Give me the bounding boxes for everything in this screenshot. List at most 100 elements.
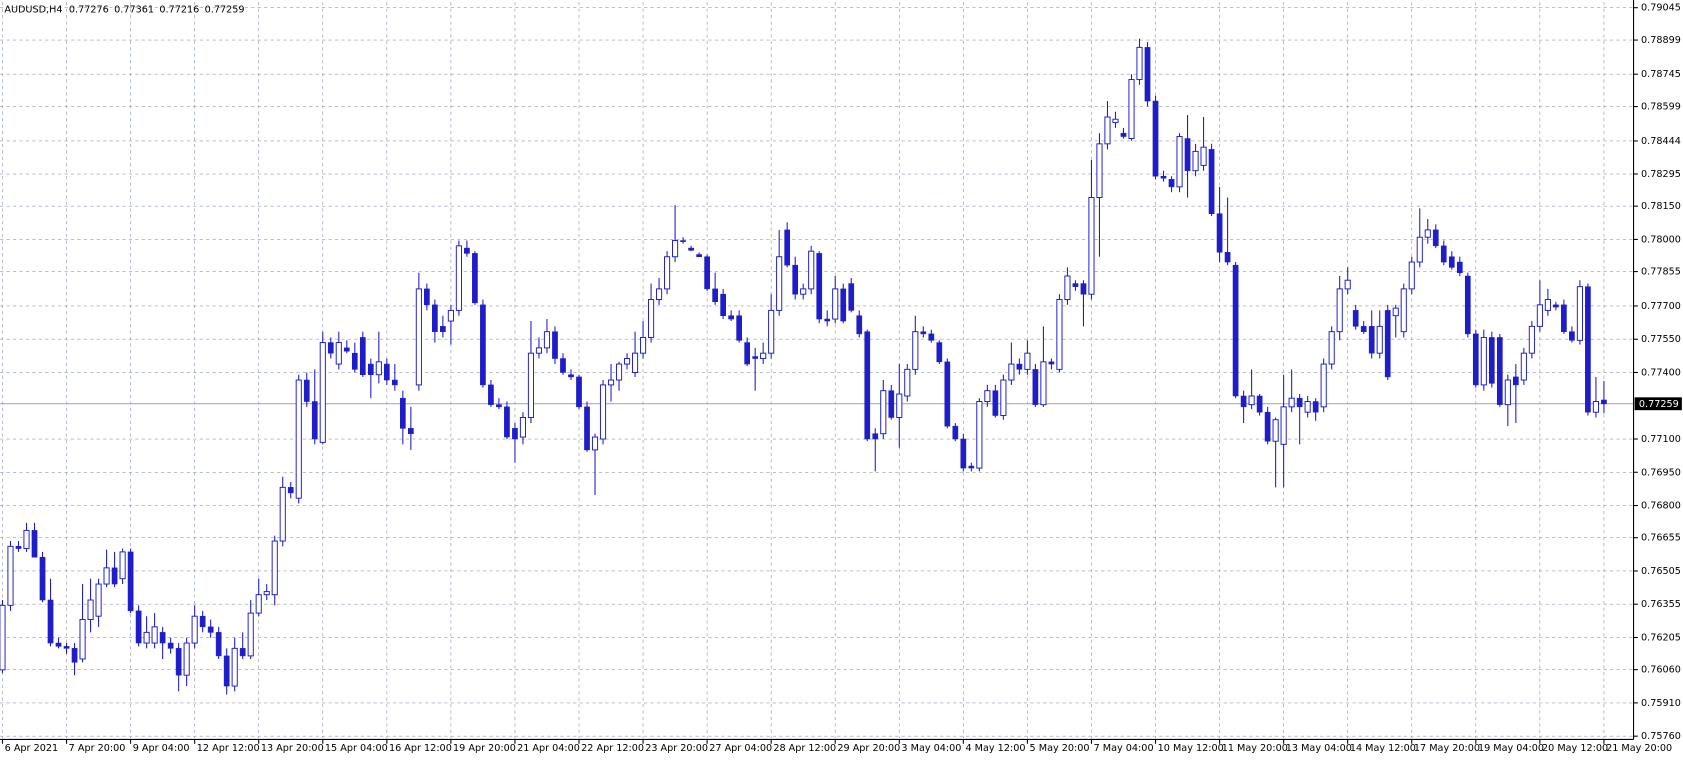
candle-body	[1312, 401, 1319, 413]
candle-body	[832, 288, 839, 320]
candle-body	[640, 336, 647, 354]
x-tick-label: 15 Apr 04:00	[325, 743, 388, 754]
candle-body	[1248, 395, 1255, 406]
candle-body	[391, 379, 398, 386]
x-tick-label: 21 Apr 04:00	[517, 743, 580, 754]
candle-body	[127, 551, 134, 612]
candle-body	[1472, 333, 1479, 386]
candle-body	[183, 642, 190, 676]
x-tick-label: 9 Apr 04:00	[133, 743, 190, 754]
candle-body	[1272, 419, 1279, 442]
candle-body	[1528, 325, 1535, 354]
candle-body	[1513, 376, 1519, 386]
candle-body	[167, 642, 174, 649]
candle-body	[944, 361, 951, 427]
candle-body	[207, 626, 214, 633]
candle-body	[1601, 399, 1607, 405]
candle-body	[1544, 299, 1551, 311]
x-tick-label: 10 May 12:00	[1158, 743, 1224, 754]
candle-body	[1120, 132, 1127, 137]
candle-body	[119, 551, 126, 580]
candle-body	[151, 626, 158, 644]
y-tick-label: 0.76655	[1641, 533, 1681, 544]
candle-body	[239, 648, 246, 657]
candle-body	[1040, 361, 1047, 406]
candle-body	[872, 433, 879, 440]
candle-body	[984, 390, 991, 403]
candle-body	[408, 428, 414, 434]
candle-body	[199, 615, 206, 628]
candle-body	[1216, 213, 1223, 253]
candle-body	[71, 648, 78, 663]
candle-body	[768, 309, 775, 354]
candle-body	[455, 245, 462, 311]
x-tick-label: 5 May 20:00	[1030, 743, 1090, 754]
candle-body	[1032, 369, 1039, 405]
candle-body	[447, 309, 454, 322]
candle-body	[728, 315, 734, 320]
candle-body	[1160, 175, 1167, 179]
y-tick-label: 0.77100	[1641, 434, 1681, 445]
candle-body	[1456, 261, 1463, 273]
x-tick-label: 13 Apr 20:00	[261, 743, 324, 754]
candle-body	[1296, 397, 1303, 408]
candle-body	[519, 417, 527, 438]
candle-body	[792, 264, 799, 295]
candle-body	[1096, 143, 1103, 198]
candle-body	[760, 352, 767, 359]
candles	[0, 38, 1607, 695]
x-tick-label: 19 Apr 20:00	[453, 743, 516, 754]
candle-body	[223, 655, 230, 687]
candle-body	[1104, 116, 1111, 145]
candle-body	[623, 358, 631, 365]
symbol-label: AUDUSD,H4	[4, 5, 62, 16]
candle-body	[159, 632, 166, 644]
candle-body	[47, 599, 54, 644]
candle-body	[952, 425, 959, 440]
x-tick-label: 19 May 04:00	[1478, 743, 1544, 754]
y-tick-label: 0.77855	[1641, 267, 1681, 278]
candle-body	[864, 331, 871, 440]
x-tick-label: 17 May 20:00	[1414, 743, 1480, 754]
y-tick-label: 0.77550	[1641, 334, 1681, 345]
candle-body	[1208, 149, 1215, 214]
x-tick-label: 13 May 04:00	[1286, 743, 1352, 754]
current-price-label: 0.77259	[1639, 399, 1679, 410]
candle-body	[1144, 47, 1151, 102]
y-tick-label: 0.78899	[1641, 35, 1681, 46]
candle-body	[696, 254, 702, 257]
x-tick-label: 7 Apr 20:00	[69, 743, 126, 754]
candle-body	[31, 530, 38, 558]
candle-body	[327, 342, 334, 354]
candle-body	[543, 331, 551, 349]
candle-body	[1569, 331, 1575, 341]
candle-body	[359, 337, 366, 375]
header-value: 0.77276	[69, 5, 109, 16]
candle-body	[55, 642, 62, 647]
candle-body	[512, 428, 518, 440]
candle-body	[1448, 256, 1455, 268]
candle-body	[367, 363, 374, 375]
candle-body	[432, 304, 438, 332]
candle-body	[1152, 100, 1159, 177]
candle-body	[1416, 236, 1423, 263]
candle-body	[680, 240, 686, 242]
y-tick-label: 0.78295	[1641, 169, 1681, 180]
candle-body	[712, 288, 718, 303]
candle-body	[648, 299, 655, 338]
candle-body	[664, 256, 671, 290]
candle-body	[311, 401, 318, 440]
candle-body	[1320, 363, 1327, 408]
candle-body	[504, 406, 510, 438]
y-tick-label: 0.78599	[1641, 102, 1681, 113]
candle-body	[1168, 179, 1175, 188]
candle-body	[848, 283, 855, 311]
candle-body	[816, 253, 823, 320]
candle-body	[480, 304, 486, 386]
candle-body	[1553, 304, 1559, 308]
candle-body	[1192, 150, 1199, 172]
x-tick-label: 21 May 20:00	[1606, 743, 1672, 754]
